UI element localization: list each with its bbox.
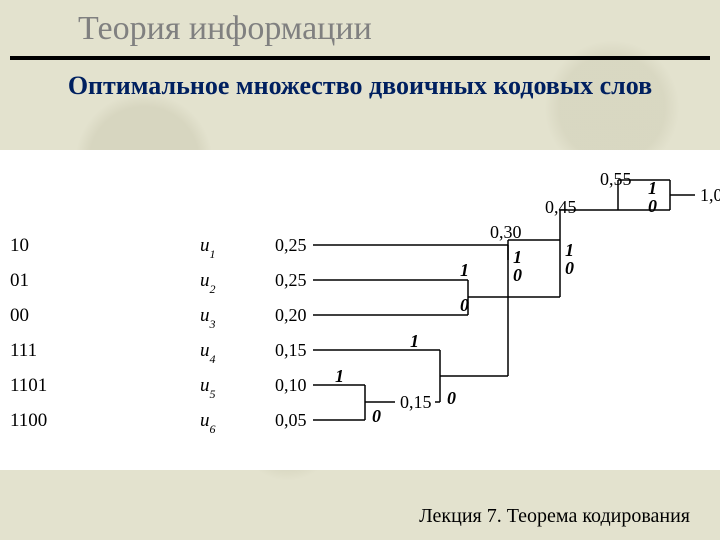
page-title: Теория информации — [78, 10, 372, 48]
slide-page: Теория информации Оптимальное множество … — [0, 0, 720, 540]
svg-text:0,55: 0,55 — [600, 169, 632, 189]
svg-text:0,15: 0,15 — [275, 340, 307, 360]
svg-text:u2: u2 — [200, 270, 216, 296]
svg-text:0: 0 — [447, 388, 456, 408]
footer-text: Лекция 7. Теорема кодирования — [419, 505, 690, 528]
svg-text:1: 1 — [460, 260, 469, 280]
title-underline — [10, 56, 710, 60]
svg-text:10: 10 — [10, 235, 29, 256]
svg-text:1,0: 1,0 — [700, 185, 720, 205]
svg-text:00: 00 — [10, 305, 29, 326]
svg-text:0,25: 0,25 — [275, 235, 307, 255]
svg-text:u5: u5 — [200, 375, 216, 401]
svg-text:0,45: 0,45 — [545, 197, 577, 217]
svg-text:0: 0 — [565, 258, 574, 278]
svg-text:01: 01 — [10, 270, 29, 291]
svg-text:0,25: 0,25 — [275, 270, 307, 290]
svg-text:0: 0 — [460, 295, 469, 315]
svg-text:1: 1 — [335, 366, 344, 386]
svg-text:111: 111 — [10, 340, 37, 361]
svg-text:0,30: 0,30 — [490, 222, 522, 242]
svg-text:0,10: 0,10 — [275, 375, 307, 395]
svg-text:u1: u1 — [200, 235, 216, 261]
svg-text:0,05: 0,05 — [275, 410, 307, 430]
svg-text:u4: u4 — [200, 340, 216, 366]
svg-text:0: 0 — [513, 265, 522, 285]
svg-text:1: 1 — [648, 178, 657, 198]
page-subtitle: Оптимальное множество двоичных кодовых с… — [0, 70, 720, 103]
diagram-svg: 10u10,2501u20,2500u30,20111u40,151101u50… — [0, 150, 720, 470]
svg-text:1: 1 — [565, 240, 574, 260]
svg-text:u3: u3 — [200, 305, 216, 331]
svg-text:1100: 1100 — [10, 410, 47, 431]
svg-text:1101: 1101 — [10, 375, 47, 396]
svg-text:0,20: 0,20 — [275, 305, 307, 325]
svg-text:0: 0 — [372, 406, 381, 426]
svg-text:0: 0 — [648, 196, 657, 216]
svg-text:0,15: 0,15 — [400, 392, 432, 412]
svg-text:1: 1 — [513, 247, 522, 267]
svg-text:u6: u6 — [200, 410, 216, 436]
svg-text:1: 1 — [410, 331, 419, 351]
huffman-diagram: 10u10,2501u20,2500u30,20111u40,151101u50… — [0, 150, 720, 470]
